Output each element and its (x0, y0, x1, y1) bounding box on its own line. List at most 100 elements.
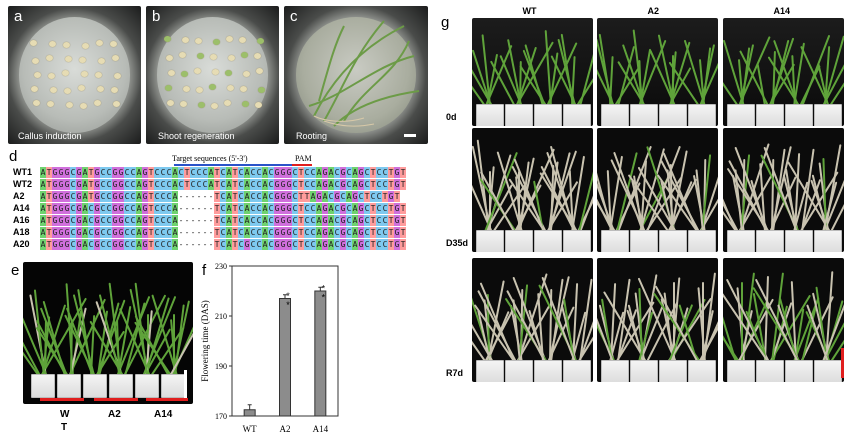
plant-pot (83, 374, 107, 398)
nucleotide: C (250, 239, 256, 250)
plant-pot (814, 104, 842, 126)
nucleotide: G (352, 191, 358, 202)
nucleotide: A (40, 179, 46, 190)
nucleotide: A (262, 179, 268, 190)
nucleotide: C (268, 167, 274, 178)
nucleotide: G (142, 179, 148, 190)
nucleotide: A (82, 167, 88, 178)
nucleotide: T (214, 167, 220, 178)
nucleotide: C (70, 191, 76, 202)
nucleotide: C (100, 239, 106, 250)
nucleotide: - (184, 191, 190, 202)
nucleotide: - (178, 203, 184, 214)
nucleotide: C (364, 227, 370, 238)
leaf (173, 314, 175, 376)
nucleotide: G (64, 167, 70, 178)
nucleotide: G (358, 239, 364, 250)
callus (239, 37, 246, 43)
nucleotide: A (40, 227, 46, 238)
nucleotide: T (148, 179, 154, 190)
nucleotide: G (94, 167, 100, 178)
nucleotide: C (346, 239, 352, 250)
nucleotide: A (262, 167, 268, 178)
nucleotide: T (298, 167, 304, 178)
nucleotide: G (52, 239, 58, 250)
scale-bar (404, 134, 416, 137)
callus (195, 38, 202, 44)
nucleotide: G (58, 239, 64, 250)
callus (183, 86, 190, 92)
nucleotide: A (328, 239, 334, 250)
nucleotide: G (340, 227, 346, 238)
nucleotide: C (376, 239, 382, 250)
genotype-underline-a2 (94, 398, 138, 401)
callus (65, 56, 72, 62)
nucleotide: C (124, 191, 130, 202)
pam-label: PAM (295, 154, 312, 163)
nucleotide: T (370, 167, 376, 178)
nucleotide: C (220, 215, 226, 226)
callus (94, 100, 101, 106)
plant-pot (161, 374, 185, 398)
genotype-label-a14: A14 (154, 409, 173, 420)
nucleotide: C (346, 215, 352, 226)
nucleotide: T (184, 179, 190, 190)
nucleotide: G (358, 215, 364, 226)
nucleotide: A (316, 239, 322, 250)
nucleotide: G (112, 191, 118, 202)
leaf (791, 54, 796, 107)
nucleotide: G (340, 167, 346, 178)
nucleotide: T (88, 179, 94, 190)
nucleotide: C (166, 167, 172, 178)
nucleotide: A (262, 227, 268, 238)
nucleotide: C (238, 239, 244, 250)
nucleotide: C (376, 167, 382, 178)
plant-pot (630, 360, 658, 382)
nucleotide: G (286, 203, 292, 214)
nucleotide: C (292, 167, 298, 178)
callus (62, 70, 69, 76)
nucleotide: T (46, 239, 52, 250)
nucleotide: A (172, 227, 178, 238)
nucleotide: T (148, 227, 154, 238)
sequence-name: A20 (13, 239, 30, 249)
target-sequence-label: Target sequences (5'-3') (172, 154, 248, 163)
nucleotide: A (262, 239, 268, 250)
nucleotide: T (388, 167, 394, 178)
nucleotide: G (274, 191, 280, 202)
nucleotide: C (292, 215, 298, 226)
callus (197, 53, 204, 59)
callus (50, 87, 57, 93)
nucleotide: G (280, 215, 286, 226)
nucleotide: - (178, 239, 184, 250)
shoot-regeneration-photo: b Shoot regeneration (146, 6, 279, 144)
significance-mark: * (322, 283, 326, 293)
nucleotide: T (148, 167, 154, 178)
nucleotide: C (382, 167, 388, 178)
bar-a14 (314, 290, 327, 417)
sequence-name: A2 (13, 191, 25, 201)
rooting-photo: c Rooting (284, 6, 428, 144)
nucleotide: C (238, 227, 244, 238)
callus (33, 100, 40, 106)
nucleotide: G (280, 191, 286, 202)
nucleotide: G (52, 167, 58, 178)
nucleotide: A (244, 167, 250, 178)
nucleotide: C (160, 227, 166, 238)
nucleotide: T (148, 191, 154, 202)
nucleotide: C (310, 227, 316, 238)
nucleotide: C (220, 239, 226, 250)
nucleotide: C (124, 179, 130, 190)
plant-photo (472, 128, 593, 252)
nucleotide: G (280, 227, 286, 238)
column-header: A14 (773, 6, 791, 16)
nucleotide: C (70, 203, 76, 214)
nucleotide: C (166, 227, 172, 238)
nucleotide: G (322, 239, 328, 250)
nucleotide: C (268, 179, 274, 190)
plant-pot (534, 230, 562, 252)
plant-pot (563, 104, 591, 126)
